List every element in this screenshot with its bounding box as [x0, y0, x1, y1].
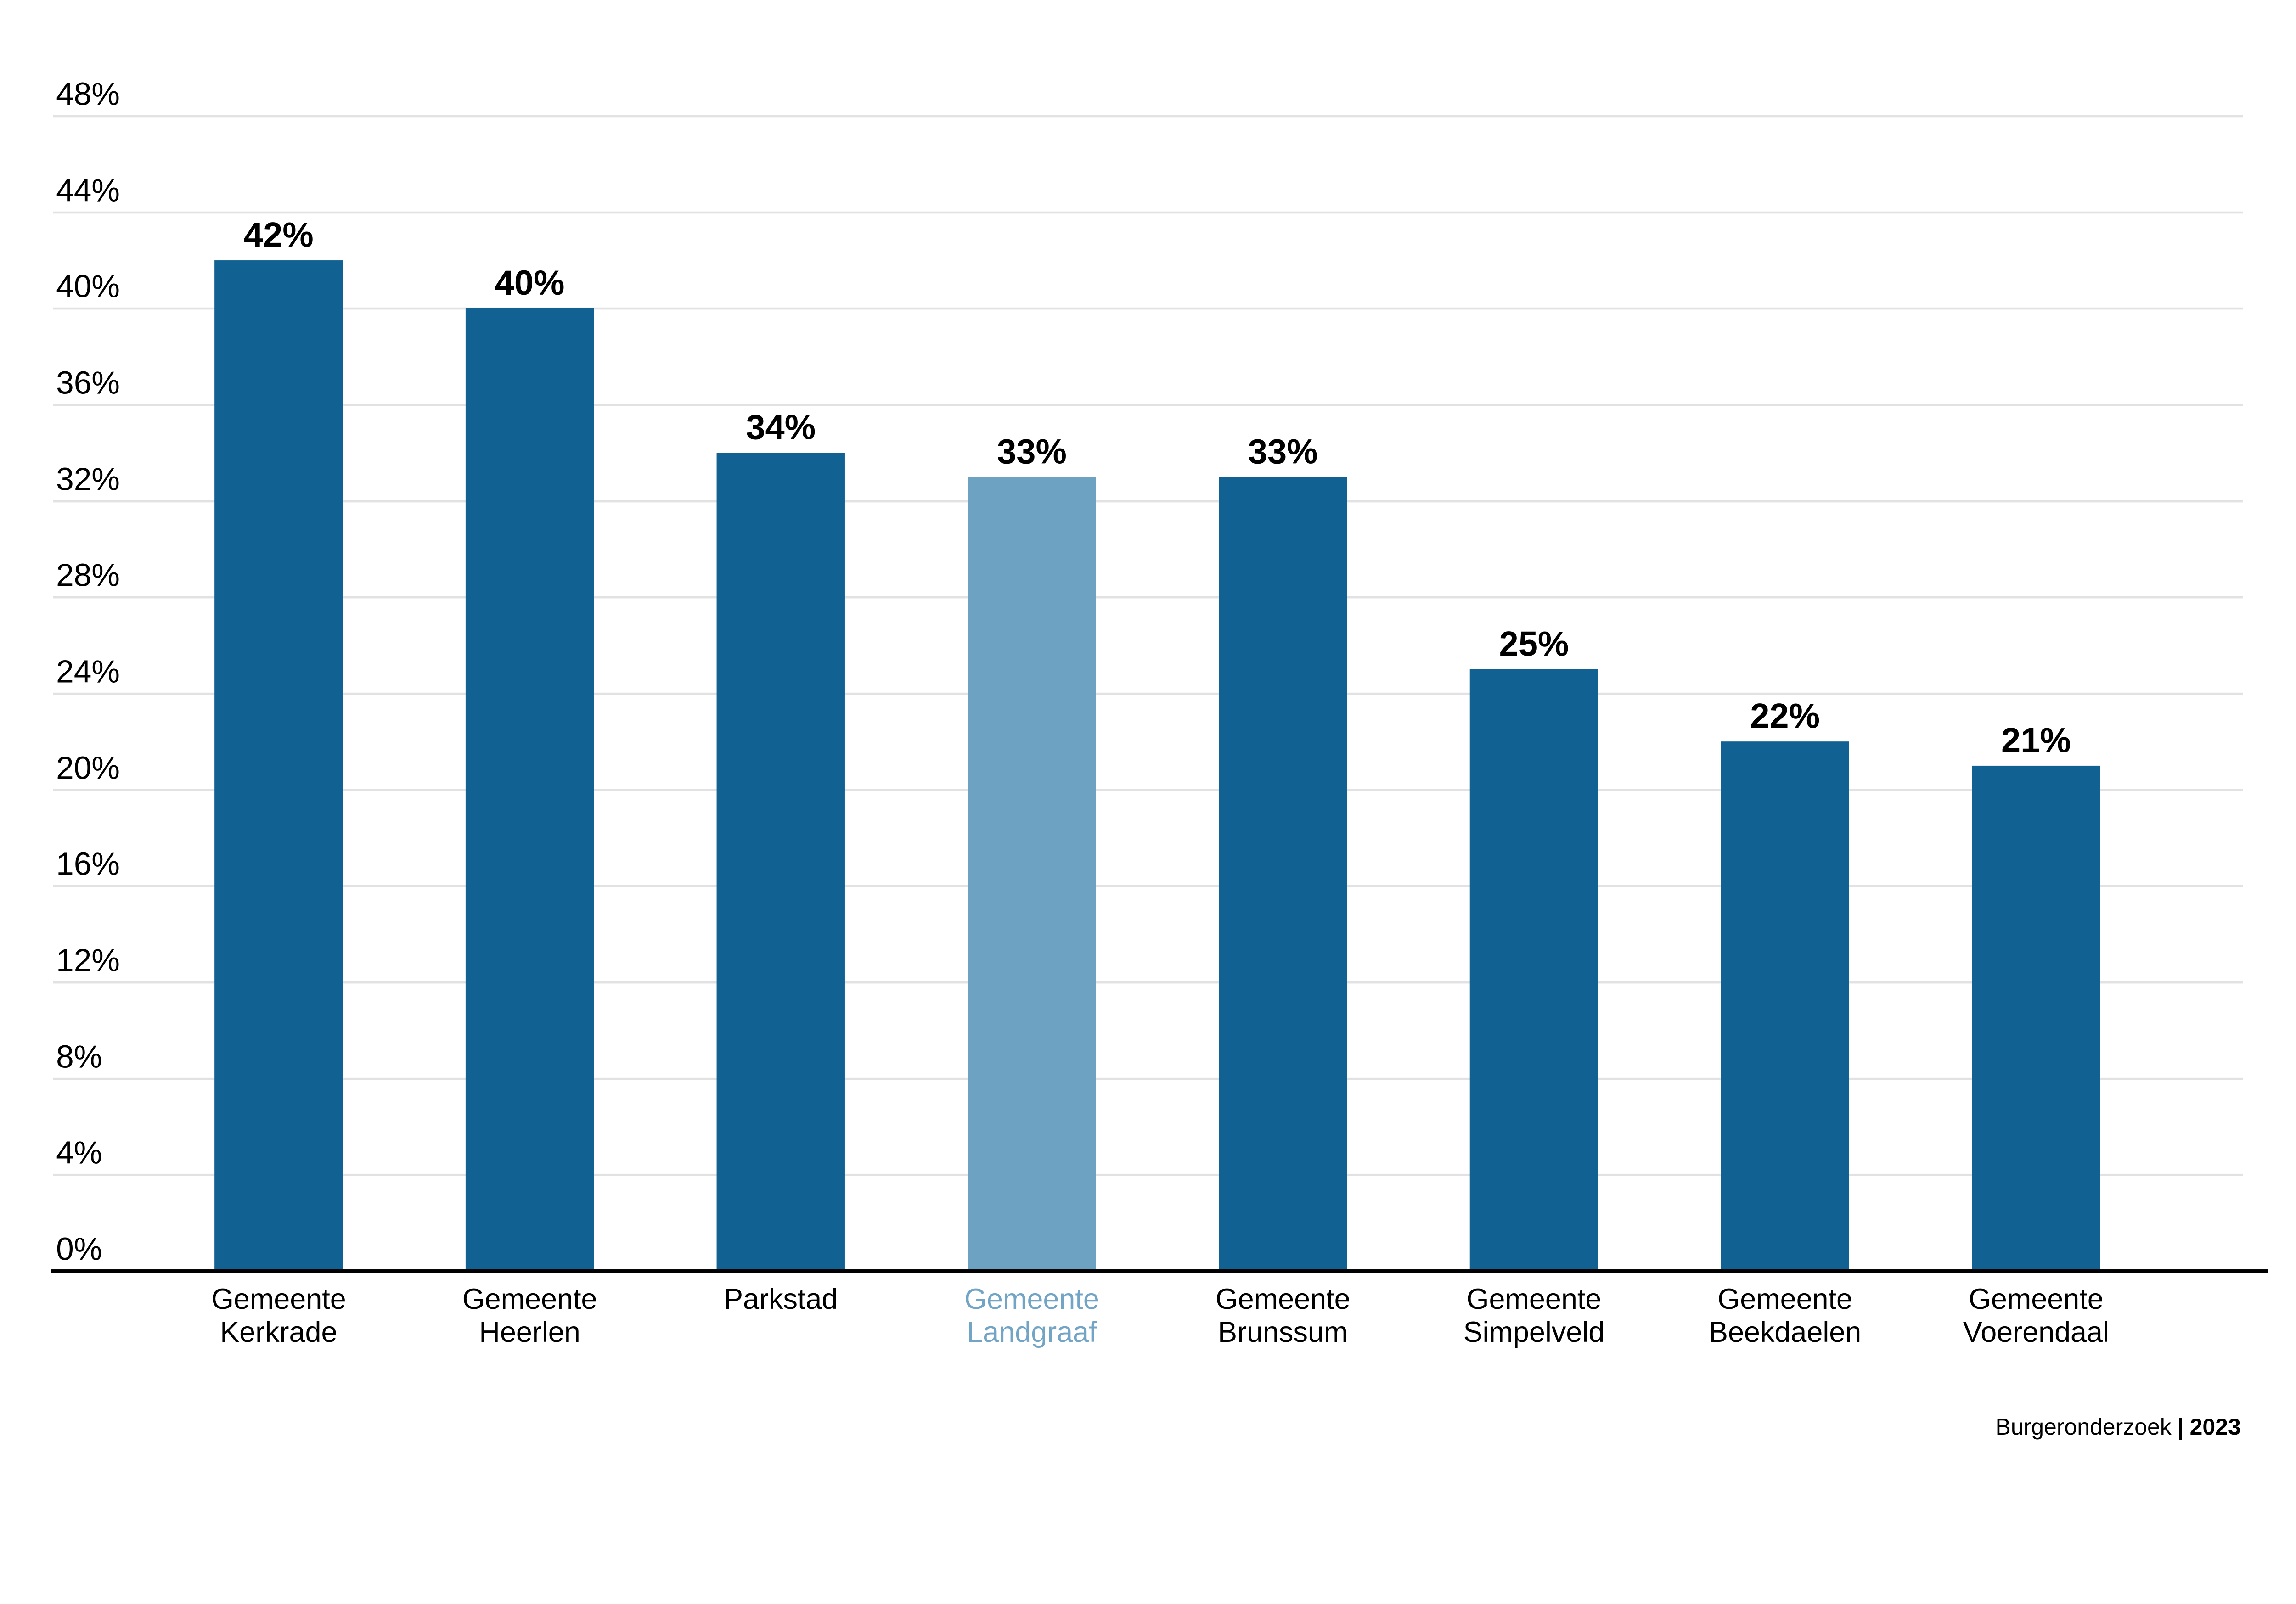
gridline-4: [53, 1174, 2243, 1176]
category-label-line: Simpelveld: [1463, 1316, 1605, 1349]
category-label-line: Gemeente: [964, 1283, 1099, 1315]
bar-gemeente-brunssum: [1219, 477, 1347, 1271]
category-label-gemeente-simpelveld: Gemeente Simpelveld: [1406, 1283, 1662, 1349]
bar-gemeente-kerkrade: [214, 260, 343, 1271]
gridline-40: [53, 308, 2243, 310]
bar-gemeente-simpelveld: [1469, 669, 1598, 1271]
gridline-32: [53, 500, 2243, 503]
y-tick-label-0: 0%: [56, 1231, 102, 1267]
value-label-parkstad: 34%: [746, 408, 816, 447]
gridline-16: [53, 885, 2243, 887]
y-tick-label-24: 24%: [56, 653, 120, 690]
category-label-gemeente-kerkrade: Gemeente Kerkrade: [151, 1283, 406, 1349]
source-text: Burgeronderzoek: [1995, 1414, 2172, 1440]
category-label-line: Brunssum: [1218, 1316, 1348, 1349]
gridline-44: [53, 211, 2243, 213]
gridline-36: [53, 404, 2243, 406]
source-year: 2023: [2189, 1414, 2241, 1440]
category-label-line: Gemeente: [1968, 1283, 2104, 1315]
y-tick-label-16: 16%: [56, 846, 120, 882]
value-label-gemeente-brunssum: 33%: [1248, 432, 1318, 471]
category-label-line: Gemeente: [1466, 1283, 1602, 1315]
y-tick-label-36: 36%: [56, 365, 120, 401]
category-label-parkstad: Parkstad: [653, 1283, 909, 1316]
category-label-line: Heerlen: [479, 1316, 580, 1349]
category-label-line: Gemeente: [211, 1283, 346, 1315]
bar-gemeente-beekdaelen: [1721, 741, 1849, 1271]
value-label-gemeente-beekdaelen: 22%: [1750, 697, 1820, 736]
bar-chart: 48% 44% 40% 36% 32% 28% 24% 20% 16% 12% 8% 4% 0% 42%…: [51, 76, 2268, 1440]
bar-gemeente-landgraaf: [968, 477, 1096, 1271]
category-label-line: Gemeente: [462, 1283, 597, 1315]
value-label-gemeente-landgraaf: 33%: [997, 432, 1067, 471]
y-tick-label-48: 48%: [56, 76, 120, 112]
gridline-28: [53, 596, 2243, 599]
category-label-line: Beekdaelen: [1708, 1316, 1862, 1349]
y-tick-label-8: 8%: [56, 1038, 102, 1075]
y-tick-label-32: 32%: [56, 461, 120, 497]
x-axis-line: [51, 1269, 2268, 1273]
category-label-line: Kerkrade: [220, 1316, 338, 1349]
category-label-line: Landgraaf: [967, 1316, 1097, 1349]
category-label-line: Parkstad: [724, 1283, 838, 1315]
value-label-gemeente-simpelveld: 25%: [1499, 625, 1569, 664]
source-separator: |: [2177, 1414, 2184, 1440]
y-tick-label-44: 44%: [56, 172, 120, 208]
y-tick-label-4: 4%: [56, 1135, 102, 1171]
category-label-line: Voerendaal: [1963, 1316, 2110, 1349]
value-label-gemeente-voerendaal: 21%: [2001, 721, 2071, 760]
category-label-line: Gemeente: [1215, 1283, 1351, 1315]
category-label-gemeente-voerendaal: Gemeente Voerendaal: [1908, 1283, 2164, 1349]
gridline-12: [53, 981, 2243, 984]
value-label-gemeente-kerkrade: 42%: [243, 215, 314, 255]
gridline-48: [53, 115, 2243, 118]
bar-gemeente-voerendaal: [1972, 765, 2100, 1271]
gridline-20: [53, 789, 2243, 791]
value-label-gemeente-heerlen: 40%: [495, 264, 565, 303]
y-tick-label-28: 28%: [56, 557, 120, 593]
source-note: Burgeronderzoek | 2023: [1995, 1414, 2240, 1440]
category-label-gemeente-beekdaelen: Gemeente Beekdaelen: [1657, 1283, 1913, 1349]
category-label-gemeente-heerlen: Gemeente Heerlen: [402, 1283, 658, 1349]
gridline-24: [53, 692, 2243, 695]
gridline-8: [53, 1077, 2243, 1080]
category-label-gemeente-landgraaf: Gemeente Landgraaf: [904, 1283, 1160, 1349]
category-label-line: Gemeente: [1717, 1283, 1853, 1315]
bar-gemeente-heerlen: [465, 308, 594, 1271]
bar-parkstad: [716, 453, 845, 1271]
y-tick-label-12: 12%: [56, 942, 120, 978]
y-tick-label-40: 40%: [56, 268, 120, 304]
y-tick-label-20: 20%: [56, 750, 120, 786]
category-label-gemeente-brunssum: Gemeente Brunssum: [1155, 1283, 1411, 1349]
